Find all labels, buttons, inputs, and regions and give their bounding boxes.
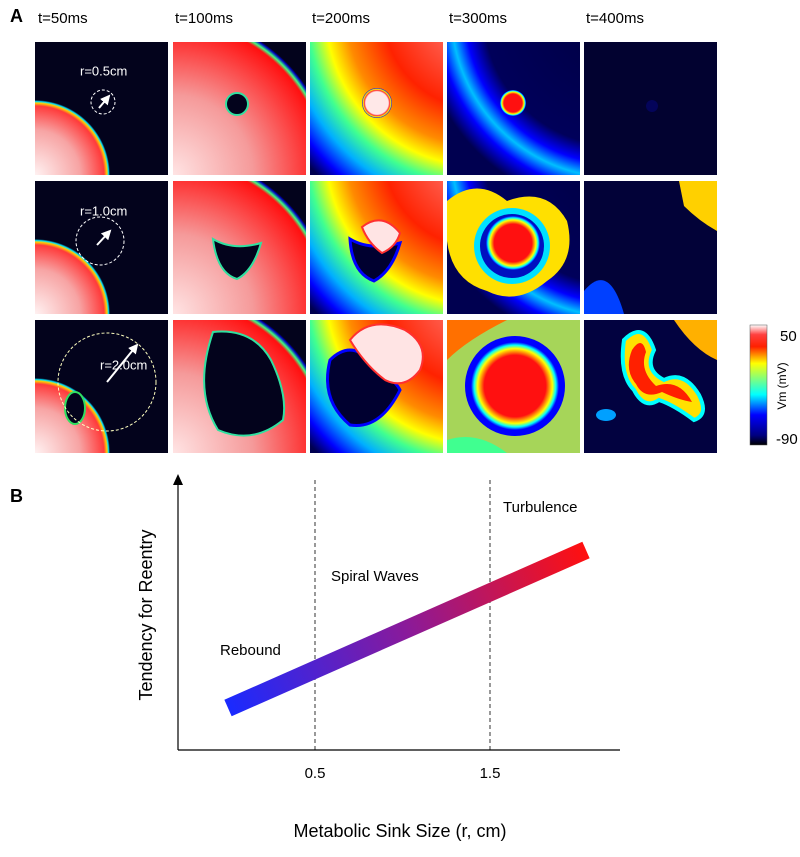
colorbar-min: -90 bbox=[776, 431, 798, 448]
sim-frame bbox=[173, 320, 306, 453]
x-tick-label: 0.5 bbox=[305, 765, 326, 782]
sim-frame bbox=[35, 42, 168, 175]
sim-frame bbox=[35, 181, 168, 314]
sim-frame bbox=[447, 181, 580, 314]
sim-frame bbox=[447, 320, 580, 453]
y-axis-label: Tendency for Reentry bbox=[136, 529, 156, 700]
colorbar bbox=[749, 324, 768, 446]
radius-label: r=2.0cm bbox=[100, 357, 147, 372]
panel-label: B bbox=[10, 486, 23, 506]
x-axis-label: Metabolic Sink Size (r, cm) bbox=[293, 821, 506, 841]
time-label: t=50ms bbox=[38, 10, 88, 27]
sim-frame bbox=[173, 181, 306, 314]
radius-label: r=0.5cm bbox=[80, 63, 127, 78]
radius-label: r=1.0cm bbox=[80, 203, 127, 218]
axis-arrow bbox=[173, 474, 183, 485]
colorbar-label: Vm (mV) bbox=[775, 362, 789, 409]
sim-frame bbox=[584, 42, 717, 175]
time-label: t=100ms bbox=[175, 10, 233, 27]
sim-frame bbox=[310, 181, 443, 314]
sim-frame bbox=[173, 42, 306, 175]
sim-frame bbox=[35, 320, 168, 453]
region-label: Rebound bbox=[220, 642, 281, 659]
sim-frame bbox=[310, 42, 443, 175]
colorbar-max: 50 bbox=[780, 328, 797, 345]
region-label: Turbulence bbox=[503, 499, 578, 516]
region-label: Spiral Waves bbox=[331, 568, 419, 585]
sim-frame bbox=[310, 320, 443, 453]
x-tick-label: 1.5 bbox=[480, 765, 501, 782]
sim-frame bbox=[447, 42, 580, 175]
trend-bar bbox=[224, 541, 590, 717]
time-label: t=200ms bbox=[312, 10, 370, 27]
time-label: t=300ms bbox=[449, 10, 507, 27]
time-label: t=400ms bbox=[586, 10, 644, 27]
sim-frame bbox=[584, 320, 717, 453]
sim-frame bbox=[584, 181, 717, 314]
panel-label: A bbox=[10, 6, 23, 26]
